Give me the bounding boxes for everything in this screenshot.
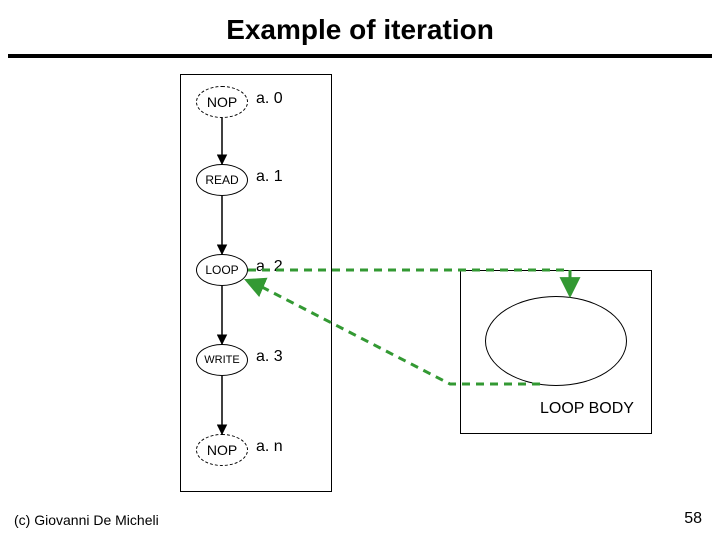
node-write: WRITE [196,344,248,376]
title-rule [8,54,712,58]
label-a2: a. 2 [256,258,283,276]
footer-pagenum: 58 [684,510,702,528]
label-an: a. n [256,438,283,456]
node-write-text: WRITE [204,354,239,366]
node-read: READ [196,164,248,196]
label-a1: a. 1 [256,168,283,186]
left-container-box [180,74,332,492]
node-read-text: READ [205,173,238,187]
node-nop-bot-text: NOP [207,442,237,458]
node-nop-top: NOP [196,86,248,118]
loop-body-ellipse [485,296,627,386]
slide: Example of iteration NOP READ LOOP WRITE… [0,0,720,540]
node-loop-text: LOOP [205,263,238,277]
label-a3: a. 3 [256,348,283,366]
slide-title: Example of iteration [0,14,720,46]
label-a0: a. 0 [256,90,283,108]
loop-body-label: LOOP BODY [540,400,634,418]
node-nop-top-text: NOP [207,94,237,110]
node-nop-bot: NOP [196,434,248,466]
node-loop: LOOP [196,254,248,286]
footer-credit: (c) Giovanni De Micheli [14,512,159,528]
